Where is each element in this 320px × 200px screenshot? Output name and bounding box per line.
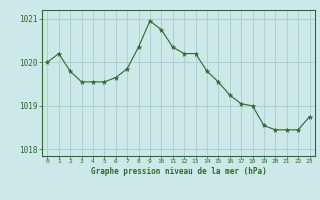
X-axis label: Graphe pression niveau de la mer (hPa): Graphe pression niveau de la mer (hPa) xyxy=(91,167,266,176)
